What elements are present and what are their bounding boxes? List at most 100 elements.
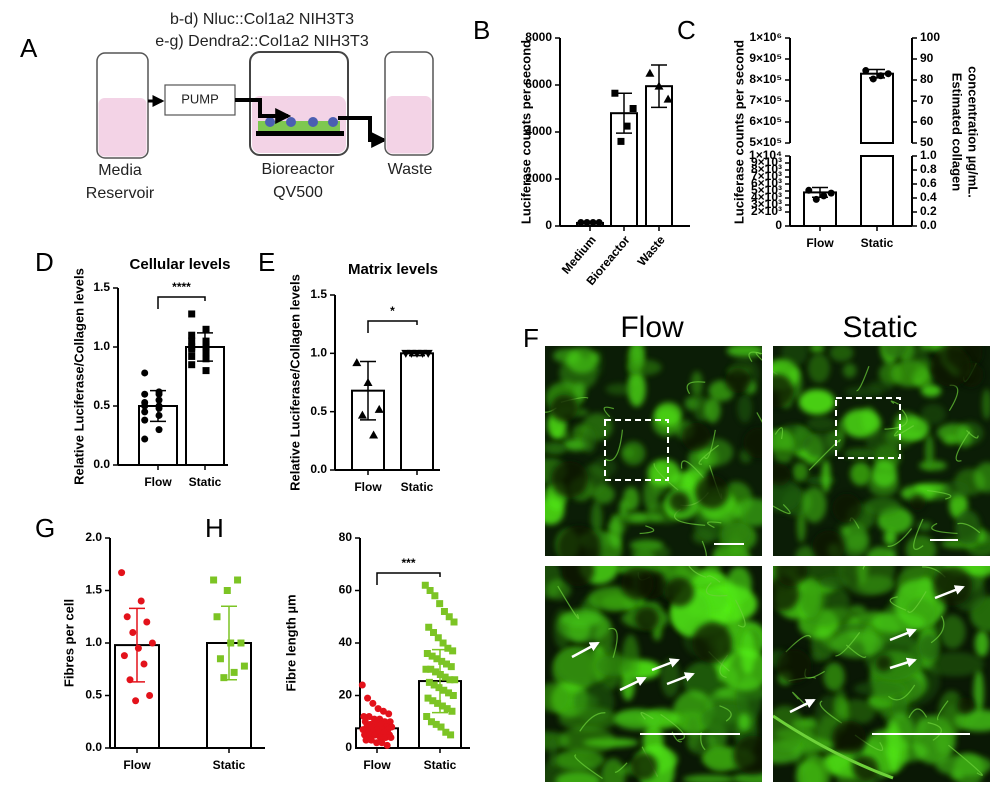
data-point	[140, 660, 148, 668]
data-point	[434, 634, 442, 642]
data-point	[213, 613, 221, 621]
fluorescence	[973, 670, 984, 715]
data-point	[155, 426, 163, 434]
data-point	[425, 678, 433, 686]
fluorescence	[605, 383, 635, 395]
bioreactor-label: Bioreactor	[262, 161, 336, 178]
y-tick-label: 0.2	[920, 204, 937, 218]
y-tick-label: 80	[920, 72, 934, 86]
data-point	[423, 650, 431, 657]
fluorescence	[737, 394, 753, 423]
flow-arrow	[338, 116, 388, 148]
fluorescence	[838, 699, 876, 725]
fluorescence	[581, 427, 597, 453]
data-point	[447, 731, 455, 739]
fibre	[773, 503, 791, 515]
x-tick-label: Static	[424, 758, 457, 772]
error-bar	[812, 186, 828, 199]
y-tick-label: 6×10⁵	[749, 114, 782, 128]
fluorescence	[806, 416, 836, 432]
y-axis-label: Fibres per cell	[61, 599, 76, 687]
fluorescence	[895, 416, 930, 441]
fibre	[887, 528, 913, 547]
y-tick-label: 1×10⁶	[749, 30, 782, 44]
dark-cell	[551, 460, 589, 498]
data-point	[146, 692, 154, 699]
y-tick-label: 60	[920, 114, 934, 128]
data-point	[436, 600, 444, 608]
y-tick-label: 0.0	[920, 218, 937, 232]
data-point	[432, 720, 440, 728]
fibre	[927, 489, 952, 500]
data-point	[357, 410, 367, 419]
fluorescence	[821, 459, 831, 493]
dark-cell	[725, 367, 751, 394]
y-tick-label: 2.0	[85, 530, 102, 544]
y-tick-label: 0.6	[920, 176, 937, 190]
fluorescence	[591, 501, 603, 536]
fluorescence	[548, 736, 557, 769]
column-label: Static	[842, 311, 917, 344]
data-point	[884, 70, 892, 78]
dark-cell	[776, 648, 812, 684]
data-point	[418, 349, 428, 358]
fluorescence	[938, 690, 965, 737]
data-point	[364, 694, 372, 702]
data-point	[435, 684, 443, 692]
data-point	[220, 674, 228, 682]
y-tick-label: 70	[920, 93, 934, 107]
data-point	[421, 581, 429, 589]
fibre	[705, 582, 728, 597]
fluorescence	[643, 478, 660, 511]
fluorescence	[870, 612, 926, 634]
fluorescence	[850, 462, 872, 486]
dark-cell	[695, 475, 729, 509]
fluorescence	[704, 397, 721, 423]
pointer-arrow	[789, 698, 816, 714]
fluorescence	[631, 543, 671, 556]
fluorescence	[802, 432, 842, 458]
fluorescence	[973, 462, 990, 493]
significance-bracket	[157, 296, 206, 309]
micrograph-zoom	[773, 566, 990, 782]
error-bar	[221, 605, 237, 681]
data-point	[368, 723, 376, 731]
y-tick-label: 5×10³	[751, 183, 782, 197]
data-point	[360, 713, 368, 720]
y-tick-label: 8×10³	[751, 162, 782, 176]
fluorescence	[560, 612, 604, 627]
fibre	[931, 522, 958, 535]
data-point	[449, 647, 457, 655]
fibre	[579, 712, 606, 732]
data-point	[426, 587, 434, 594]
data-point	[445, 613, 453, 621]
cell	[328, 117, 338, 127]
data-point	[155, 404, 163, 412]
data-point	[141, 408, 149, 416]
data-point	[383, 741, 391, 749]
data-point	[210, 576, 218, 584]
error-bar	[360, 360, 376, 421]
y-axis-label: Relative Luciferase/Collagen levels	[71, 268, 86, 485]
data-point	[862, 67, 870, 75]
fibre	[774, 427, 784, 440]
fluorescence	[623, 447, 635, 458]
panel-a: A b-d) Nluc::Col1a2 NIH3T3 e-g) Dendra2:…	[20, 11, 434, 202]
data-point	[361, 731, 369, 739]
y-tick-label: 4000	[525, 124, 552, 138]
fluorescence	[574, 382, 586, 400]
x-tick-label: Flow	[363, 758, 391, 772]
fluorescence	[842, 363, 857, 378]
panel-label: H	[205, 513, 224, 543]
data-point	[141, 369, 149, 377]
significance-label: ****	[172, 280, 191, 294]
fluorescence	[613, 708, 662, 730]
fibre	[856, 366, 870, 392]
data-point	[141, 416, 149, 424]
x-tick-label: Flow	[354, 480, 382, 494]
fibre	[748, 351, 762, 363]
y-tick-label: 2000	[525, 171, 552, 185]
pump-label: PUMP	[181, 91, 219, 106]
fluorescence	[619, 500, 629, 517]
